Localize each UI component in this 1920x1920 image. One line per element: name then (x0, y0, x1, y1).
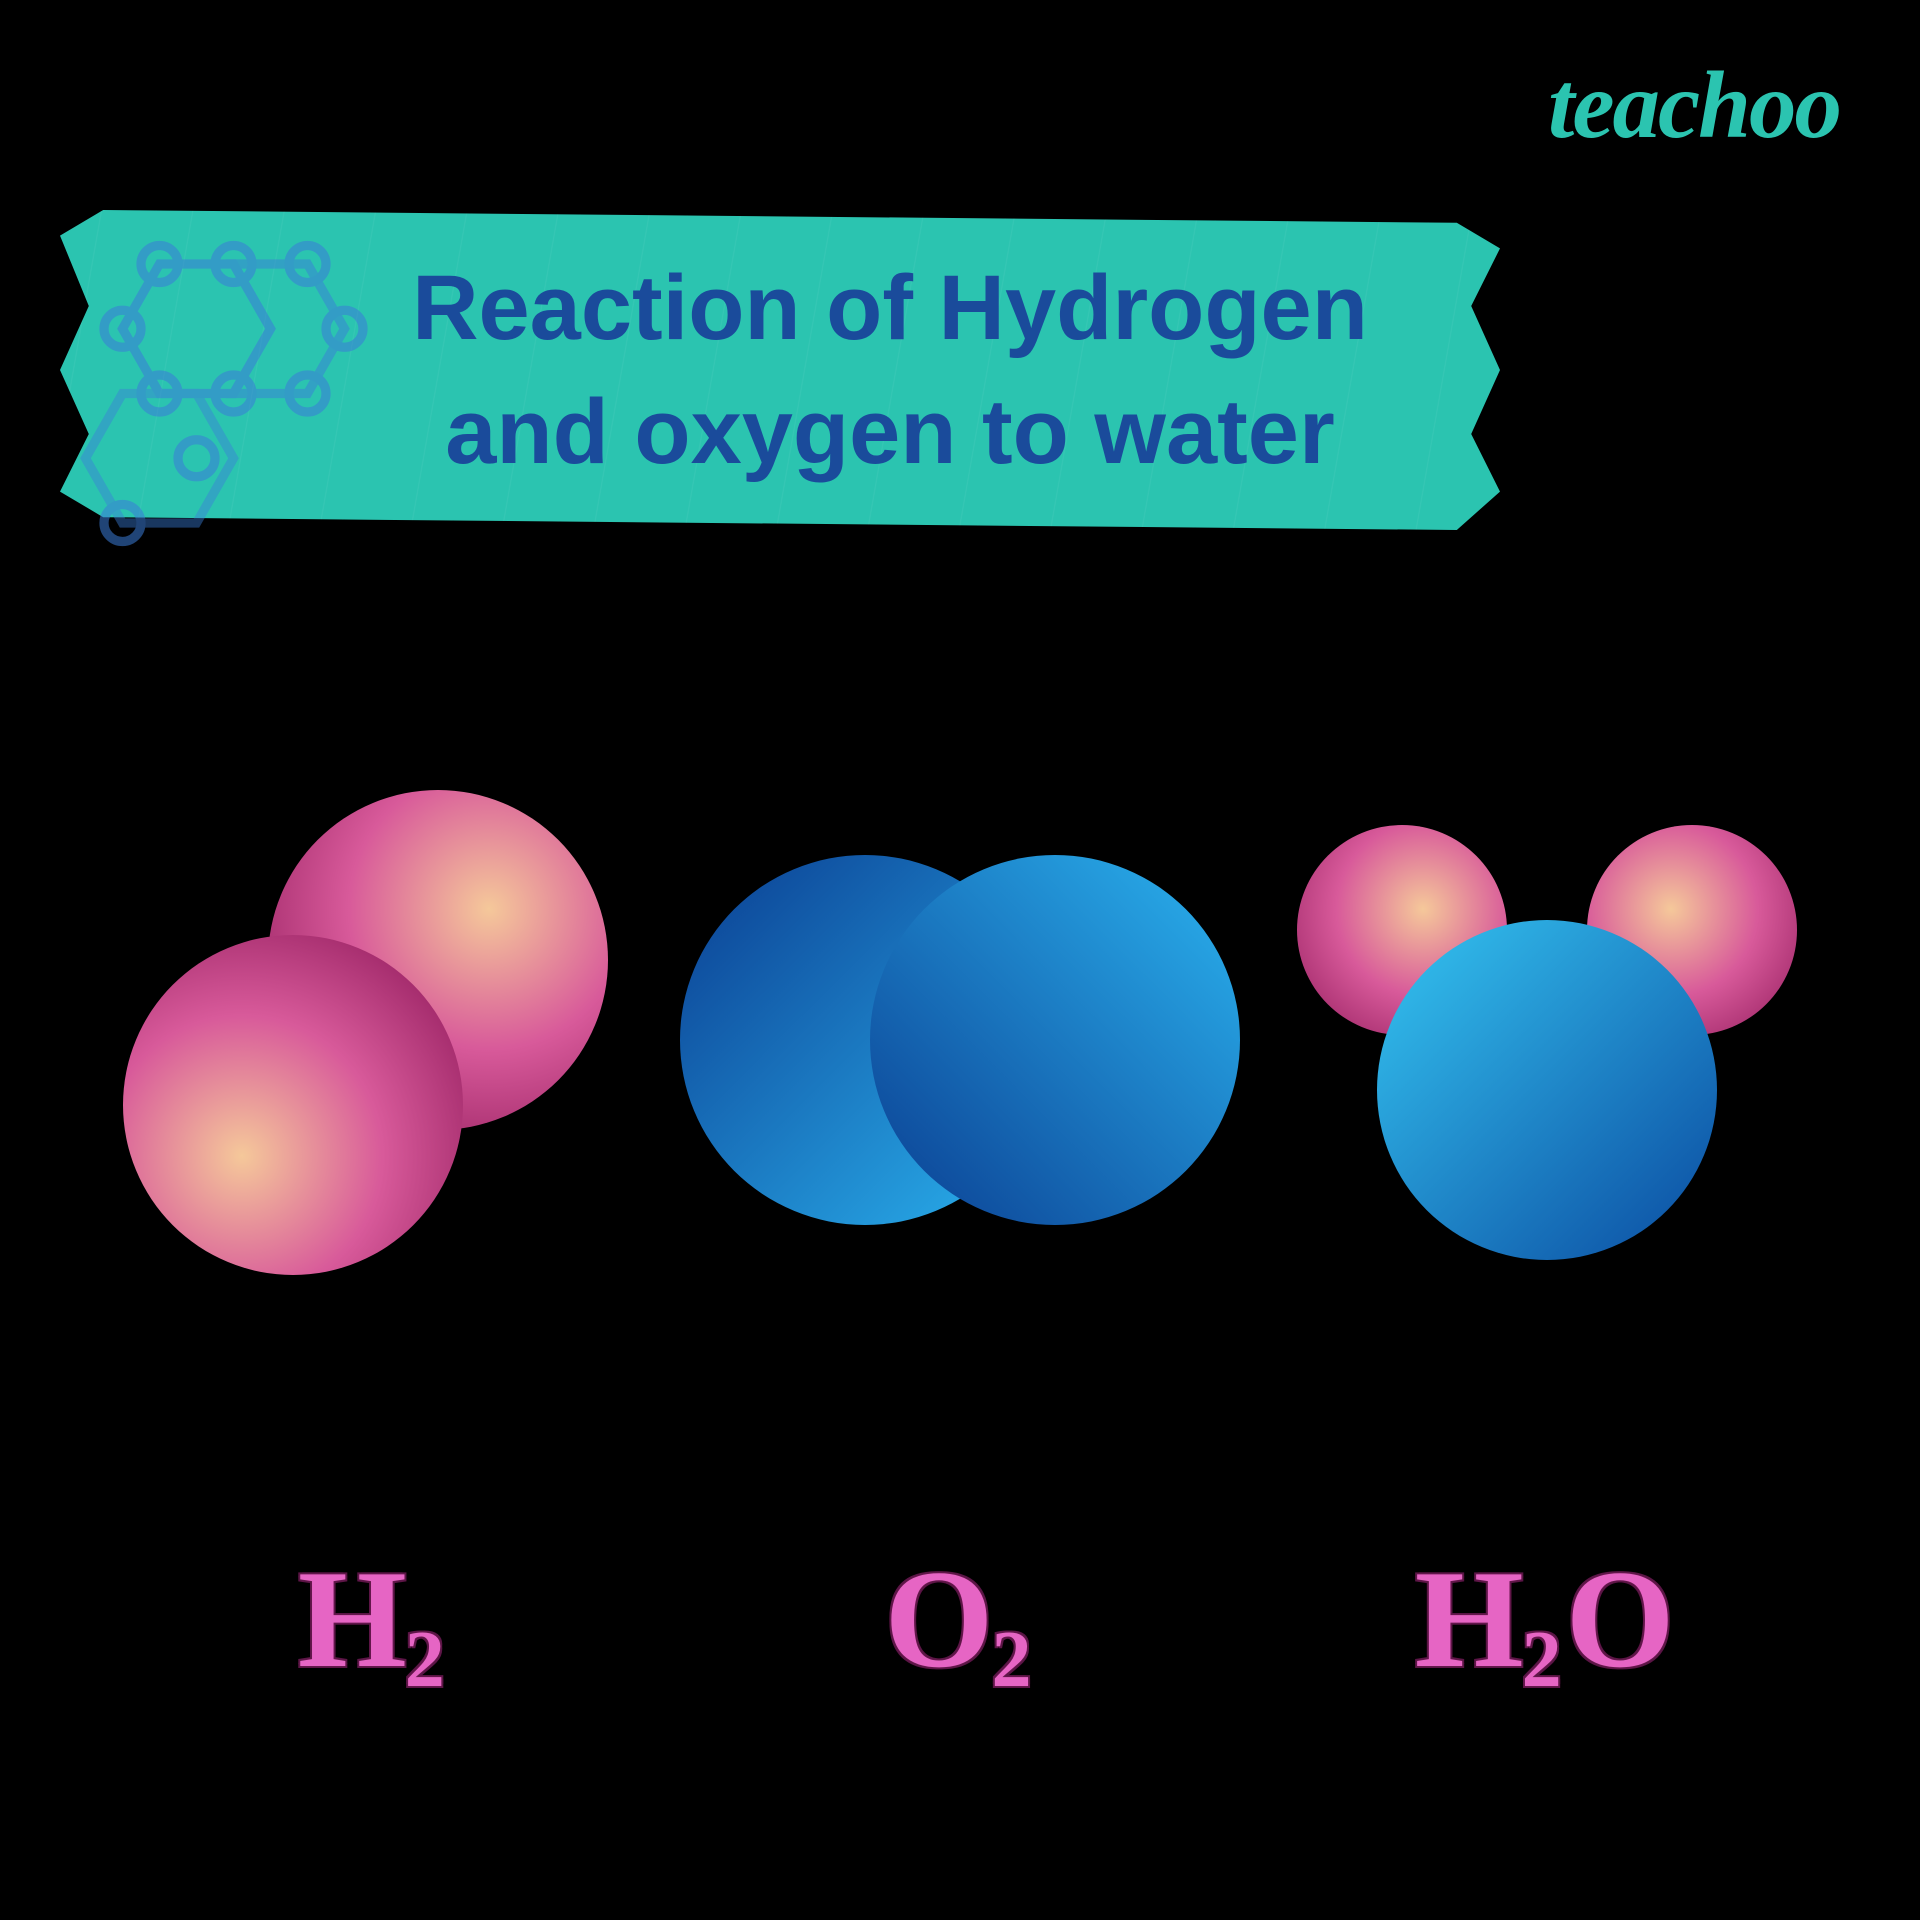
formula-main: O (885, 1542, 998, 1697)
brand-logo: teachoo (1548, 50, 1840, 160)
oxygen-formula: O2 (680, 1550, 1240, 1690)
water-molecule (1267, 760, 1827, 1320)
formula-labels-row: H2 O2 H2O (0, 1520, 1920, 1720)
formula-main: H (298, 1542, 411, 1697)
formula-part-h: H (1415, 1542, 1528, 1697)
hydrogen-formula: H2 (93, 1550, 653, 1690)
water-formula: H2O (1267, 1550, 1827, 1690)
formula-part-o: O (1566, 1542, 1679, 1697)
molecule-diagram-row (0, 740, 1920, 1340)
formula-sub: 2 (991, 1616, 1035, 1704)
hydrogen-molecule (93, 760, 653, 1320)
formula-sub: 2 (405, 1616, 449, 1704)
oxygen-molecule (680, 760, 1240, 1320)
hexagon-molecule-icon (30, 190, 400, 560)
formula-part-2: 2 (1522, 1616, 1566, 1704)
